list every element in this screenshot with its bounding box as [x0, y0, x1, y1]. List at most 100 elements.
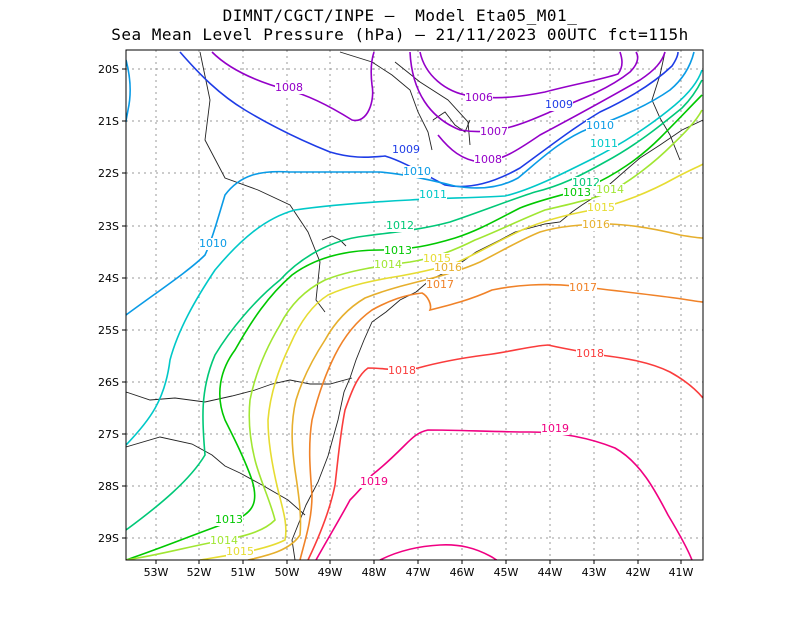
contour-label: 1009: [545, 98, 573, 111]
contour-label: 1011: [419, 188, 447, 201]
contour-label-bg: [587, 202, 615, 214]
contour-label: 1014: [210, 534, 238, 547]
contour-label-bg: [392, 144, 420, 156]
isobar-1007: [409, 51, 639, 133]
contour-label: 1014: [374, 258, 402, 271]
longitude-axis: 53W 52W 51W 50W 49W 48W 47W 46W 45W 44W 43W 42W 41W: [144, 560, 694, 579]
contour-labels: 1006 1007 1008 1008 1009 1009 1010 1010 1010 1011…: [199, 81, 624, 558]
contour-label-bg: [215, 514, 243, 526]
contour-label-bg: [226, 546, 254, 558]
contour-label: 1017: [569, 281, 597, 294]
coastline-and-borders: [126, 51, 703, 560]
contour-label: 1019: [360, 475, 388, 488]
lon-tick-label: 44W: [538, 566, 563, 579]
contour-label-bg: [386, 220, 414, 232]
contour-label: 1010: [586, 119, 614, 132]
contour-label: 1018: [576, 347, 604, 360]
lon-tick-label: 41W: [669, 566, 694, 579]
contour-label: 1015: [423, 252, 451, 265]
contour-label-bg: [590, 138, 618, 150]
plot-frame: [125, 49, 704, 561]
isobar-1008: [211, 51, 375, 122]
isobar-1019: [315, 429, 693, 560]
lon-tick-label: 52W: [187, 566, 212, 579]
contour-label-bg: [275, 82, 303, 94]
lat-tick-label: 29S: [98, 532, 119, 545]
contour-label-bg: [403, 166, 431, 178]
lon-tick-label: 42W: [626, 566, 651, 579]
contour-label: 1014: [596, 183, 624, 196]
lat-tick-label: 26S: [98, 376, 119, 389]
lon-tick-label: 49W: [318, 566, 343, 579]
contour-label-bg: [576, 348, 604, 360]
contour-label-bg: [545, 99, 573, 111]
contour-label-bg: [199, 238, 227, 250]
contour-label: 1013: [215, 513, 243, 526]
lat-tick-label: 24S: [98, 272, 119, 285]
contour-label-bg: [596, 184, 624, 196]
lat-tick-label: 25S: [98, 324, 119, 337]
lon-tick-label: 50W: [275, 566, 300, 579]
contour-label: 1008: [474, 153, 502, 166]
contour-label-bg: [210, 535, 238, 547]
contour-label: 1013: [563, 186, 591, 199]
lon-tick-label: 48W: [362, 566, 387, 579]
contour-label: 1007: [480, 125, 508, 138]
contour-label-bg: [569, 282, 597, 294]
contour-label: 1010: [199, 237, 227, 250]
isobar-1006: [419, 51, 623, 99]
lat-tick-label: 21S: [98, 115, 119, 128]
lon-tick-label: 43W: [582, 566, 607, 579]
isobar-1018: [307, 344, 703, 560]
contour-label-bg: [388, 365, 416, 377]
contour-label-bg: [426, 279, 454, 291]
contour-label: 1006: [465, 91, 493, 104]
contour-label-bg: [541, 423, 569, 435]
isobar-1019-south: [379, 544, 498, 560]
contour-label: 1008: [275, 81, 303, 94]
lat-lon-grid: [126, 50, 703, 560]
contour-label-bg: [360, 476, 388, 488]
contour-label-bg: [374, 259, 402, 271]
contour-label-bg: [582, 219, 610, 231]
lat-tick-label: 22S: [98, 167, 119, 180]
isobar-1012: [126, 79, 703, 531]
isobars: [126, 51, 703, 560]
contour-label-bg: [474, 154, 502, 166]
contour-label: 1011: [590, 137, 618, 150]
contour-label-bg: [419, 189, 447, 201]
contour-label-bg: [434, 262, 462, 274]
contour-label: 1013: [384, 244, 412, 257]
contour-label: 1016: [582, 218, 610, 231]
contour-label: 1017: [426, 278, 454, 291]
lon-tick-label: 53W: [144, 566, 169, 579]
isobar-1017: [299, 283, 703, 560]
isobar-1015: [199, 163, 703, 560]
contour-label: 1019: [541, 422, 569, 435]
lat-tick-label: 20S: [98, 63, 119, 76]
isobar-1011: [126, 69, 703, 446]
contour-label-bg: [572, 177, 600, 189]
contour-label-bg: [480, 126, 508, 138]
isobar-1009: [179, 51, 679, 188]
lat-tick-label: 28S: [98, 480, 119, 493]
isobar-1016: [247, 223, 703, 560]
contour-label: 1010: [403, 165, 431, 178]
lat-tick-label: 27S: [98, 428, 119, 441]
map-title-line1: DIMNT/CGCT/INPE – Model Eta05_M01_: [222, 6, 578, 25]
map-title-line2: Sea Mean Level Pressure (hPa) – 21/11/20…: [111, 25, 689, 44]
contour-label: 1009: [392, 143, 420, 156]
contour-label: 1016: [434, 261, 462, 274]
isobar-1008-east: [437, 51, 666, 163]
contour-label: 1018: [388, 364, 416, 377]
lon-tick-label: 47W: [406, 566, 431, 579]
contour-label: 1012: [572, 176, 600, 189]
contour-label: 1012: [386, 219, 414, 232]
contour-label-bg: [384, 245, 412, 257]
lon-tick-label: 46W: [450, 566, 475, 579]
contour-label-bg: [465, 92, 493, 104]
lat-tick-label: 23S: [98, 220, 119, 233]
lon-tick-label: 45W: [494, 566, 519, 579]
contour-label: 1015: [587, 201, 615, 214]
